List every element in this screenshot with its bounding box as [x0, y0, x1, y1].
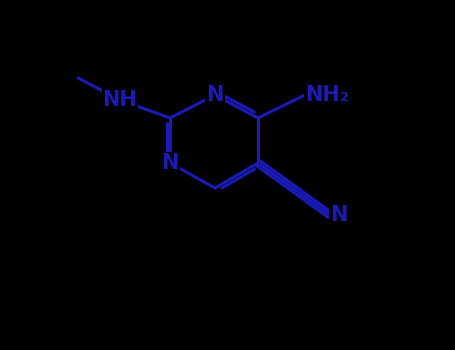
Text: NH: NH: [103, 90, 137, 110]
Text: NH₂: NH₂: [305, 85, 349, 105]
Text: N: N: [206, 85, 224, 105]
Text: N: N: [162, 153, 179, 173]
Text: N: N: [330, 205, 347, 225]
